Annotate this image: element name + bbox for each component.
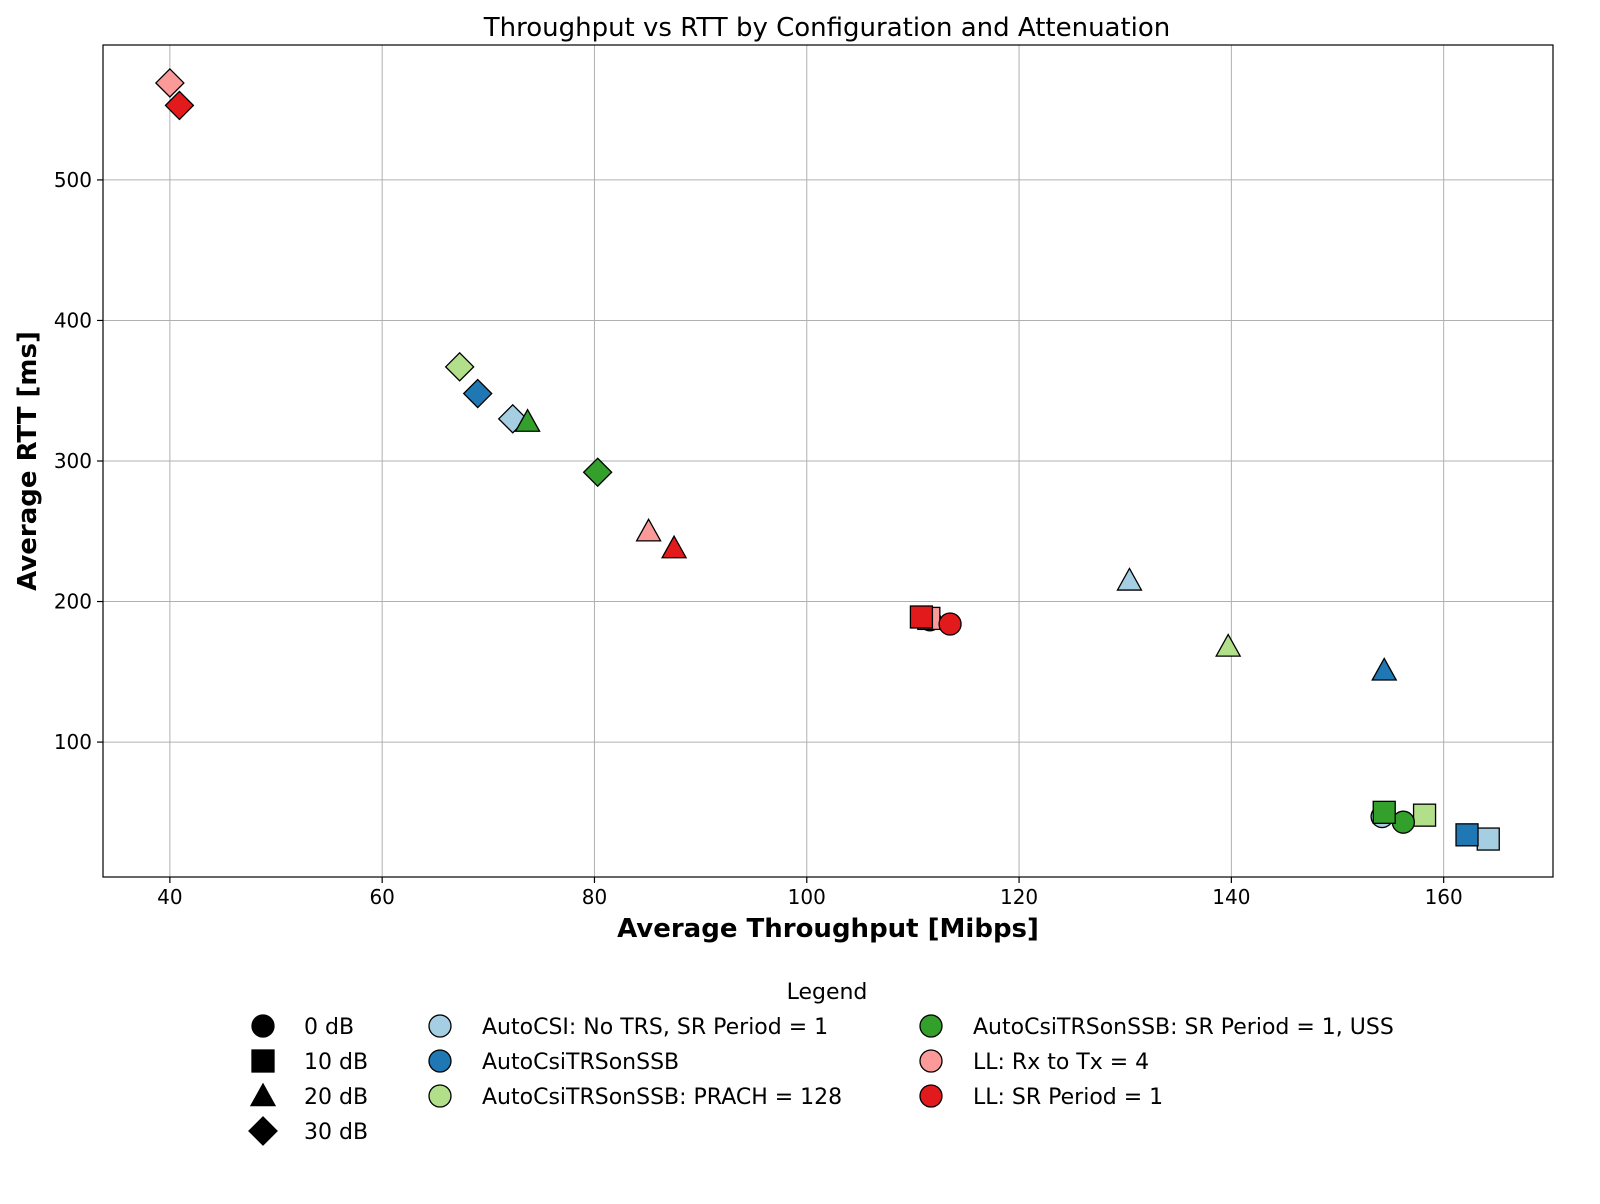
- y-tick-label: 500: [54, 168, 92, 192]
- x-tick-label: 80: [582, 885, 607, 909]
- legend-label: 30 dB: [304, 1120, 368, 1145]
- legend-series-label: AutoCsiTRSonSSB: [482, 1050, 679, 1075]
- legend-series-label: AutoCsiTRSonSSB: PRACH = 128: [482, 1085, 842, 1110]
- data-point: [1412, 803, 1437, 827]
- x-axis-label: Average Throughput [Mibps]: [617, 914, 1039, 944]
- data-point: [1215, 633, 1242, 657]
- legend-title: Legend: [787, 980, 868, 1005]
- legend-series-label: AutoCsiTRSonSSB: SR Period = 1, USS: [973, 1015, 1394, 1040]
- data-point: [462, 378, 493, 409]
- data-point: [909, 605, 934, 629]
- data-point: [582, 457, 613, 488]
- legend-series-label: LL: Rx to Tx = 4: [973, 1050, 1149, 1075]
- y-tick-label: 200: [54, 590, 92, 614]
- x-tick-label: 60: [369, 885, 394, 909]
- data-point: [635, 517, 662, 542]
- x-tick-label: 160: [1425, 885, 1463, 909]
- legend-series-marker: [428, 1014, 452, 1038]
- legend-label: 10 dB: [304, 1050, 368, 1075]
- x-tick-label: 100: [788, 885, 826, 909]
- data-point: [938, 612, 962, 636]
- legend: Legend 0 dB 10 dB 20 dB 30 dB AutoCSI: No TR…: [248, 980, 1394, 1146]
- legend-label: 20 dB: [304, 1085, 368, 1110]
- y-tick-label: 400: [54, 308, 92, 332]
- data-point: [1372, 800, 1396, 825]
- x-tick-label: 140: [1212, 885, 1250, 909]
- legend-series-marker: [919, 1049, 943, 1073]
- y-tick-label: 100: [54, 730, 92, 754]
- data-point: [154, 68, 185, 98]
- legend-marker-circle: [251, 1014, 275, 1038]
- chart-title: Throughput vs RTT by Configuration and A…: [483, 13, 1171, 43]
- data-point: [164, 90, 195, 121]
- legend-marker-square: [251, 1049, 275, 1073]
- data-point: [660, 534, 688, 559]
- data-point: [514, 408, 541, 432]
- data-points: [154, 68, 1500, 851]
- x-axis-ticks: 40 60 80 100 120 140 160: [157, 877, 1463, 909]
- legend-series-label: LL: SR Period = 1: [973, 1085, 1163, 1110]
- x-tick-label: 40: [157, 885, 182, 909]
- legend-label: 0 dB: [304, 1015, 354, 1040]
- legend-series-marker: [428, 1084, 452, 1108]
- y-axis-ticks: 100 200 300 400 500: [54, 168, 103, 754]
- grid-lines: [103, 45, 1553, 877]
- legend-series-marker: [919, 1014, 943, 1038]
- y-tick-label: 300: [54, 449, 92, 473]
- x-tick-label: 120: [1000, 885, 1038, 909]
- legend-marker-triangle: [249, 1082, 277, 1107]
- legend-series-marker: [428, 1049, 452, 1073]
- data-point: [1116, 567, 1143, 591]
- legend-series-label: AutoCSI: No TRS, SR Period = 1: [482, 1015, 828, 1040]
- legend-marker-diamond: [248, 1116, 278, 1146]
- data-point: [1476, 827, 1500, 851]
- data-point: [444, 351, 475, 382]
- data-point: [1371, 657, 1398, 681]
- legend-series-marker: [919, 1084, 943, 1108]
- data-point: [1455, 823, 1479, 847]
- y-axis-label: Average RTT [ms]: [13, 331, 43, 591]
